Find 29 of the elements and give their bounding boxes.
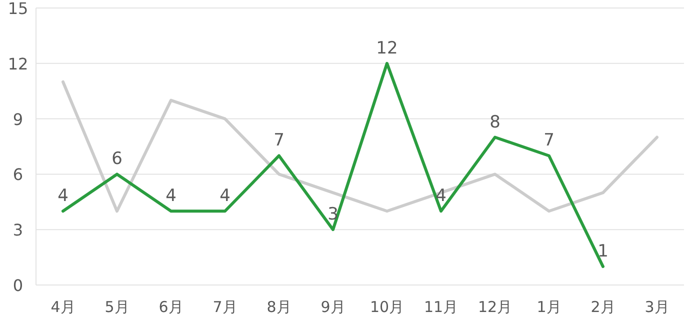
y-tick-label: 0: [12, 276, 24, 295]
x-tick-label: 2月: [590, 298, 616, 316]
x-tick-label: 9月: [320, 298, 346, 316]
x-tick-label: 1月: [536, 298, 562, 316]
y-tick-label: 12: [8, 54, 28, 74]
y-tick-label: 9: [12, 110, 24, 129]
data-label: 7: [274, 130, 284, 151]
data-label: 4: [436, 186, 446, 206]
data-label: 4: [220, 186, 230, 206]
data-label: 3: [328, 204, 338, 225]
data-label: 1: [598, 242, 608, 262]
x-tick-label: 10月: [370, 298, 404, 316]
y-tick-label: 15: [8, 0, 28, 18]
data-label: 8: [490, 112, 500, 132]
x-tick-label: 3月: [644, 298, 670, 316]
data-label: 7: [544, 130, 554, 151]
y-tick-label: 6: [12, 165, 24, 184]
data-label: 6: [112, 149, 122, 170]
data-label: 4: [166, 186, 176, 206]
data-label: 4: [58, 186, 68, 206]
x-tick-label: 5月: [104, 298, 130, 316]
x-tick-label: 4月: [50, 298, 76, 316]
x-tick-label: 7月: [212, 298, 238, 316]
data-label: 12: [376, 38, 398, 58]
x-tick-label: 6月: [158, 298, 184, 316]
x-tick-label: 11月: [424, 298, 458, 316]
x-tick-label: 12月: [478, 298, 512, 316]
y-tick-label: 3: [12, 220, 24, 240]
x-tick-label: 8月: [266, 298, 292, 316]
